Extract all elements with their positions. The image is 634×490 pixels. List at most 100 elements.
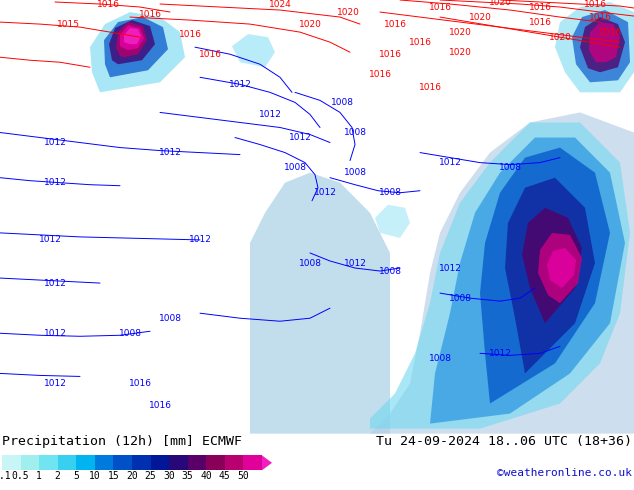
Text: 1008: 1008	[429, 354, 451, 363]
Text: 1012: 1012	[44, 279, 67, 288]
Bar	[76, 455, 95, 470]
Text: 2: 2	[55, 471, 61, 481]
Text: 20: 20	[126, 471, 138, 481]
Text: 1008: 1008	[378, 267, 401, 275]
Text: 5: 5	[74, 471, 79, 481]
Text: 1012: 1012	[39, 235, 61, 245]
Text: 1016: 1016	[408, 38, 432, 47]
Text: 1008: 1008	[344, 128, 366, 137]
Text: 1016: 1016	[378, 49, 401, 59]
Text: 1016: 1016	[96, 0, 119, 8]
Text: 1020: 1020	[469, 13, 491, 22]
Text: 1012: 1012	[259, 110, 281, 119]
Text: 1020: 1020	[449, 48, 472, 57]
Polygon shape	[555, 2, 634, 92]
Text: 0.5: 0.5	[12, 471, 29, 481]
Text: 1016: 1016	[368, 70, 392, 79]
Text: 1016: 1016	[384, 20, 406, 28]
Text: 1012: 1012	[489, 349, 512, 358]
Text: 1020: 1020	[548, 33, 571, 42]
Text: 40: 40	[200, 471, 212, 481]
Bar	[188, 455, 206, 470]
Polygon shape	[104, 17, 168, 77]
Text: 1015: 1015	[56, 20, 79, 28]
Text: 1012: 1012	[44, 379, 67, 388]
Bar	[58, 455, 76, 470]
Text: 1016: 1016	[583, 0, 607, 8]
Text: 1020: 1020	[337, 7, 359, 17]
Text: 1016: 1016	[429, 2, 451, 12]
Text: 1024: 1024	[269, 0, 292, 8]
Text: 1008: 1008	[498, 163, 522, 172]
Text: 1: 1	[36, 471, 42, 481]
Text: 1012: 1012	[314, 188, 337, 197]
Bar	[113, 455, 132, 470]
Text: 1016: 1016	[529, 2, 552, 12]
Polygon shape	[116, 22, 147, 57]
Text: 1020: 1020	[299, 20, 321, 28]
Polygon shape	[124, 28, 141, 44]
Text: 1008: 1008	[299, 259, 321, 268]
Polygon shape	[538, 233, 582, 303]
Text: 1016: 1016	[598, 27, 621, 37]
Text: 15: 15	[108, 471, 119, 481]
Text: 1016: 1016	[148, 401, 172, 410]
Bar	[95, 455, 113, 470]
Text: 30: 30	[164, 471, 175, 481]
Text: 35: 35	[182, 471, 193, 481]
Polygon shape	[232, 34, 275, 67]
Text: 1016: 1016	[138, 9, 162, 19]
Text: 1012: 1012	[439, 264, 462, 272]
Text: 1020: 1020	[489, 0, 512, 6]
Bar	[2, 455, 20, 470]
Polygon shape	[589, 22, 620, 62]
Polygon shape	[120, 25, 144, 50]
Text: 1008: 1008	[344, 168, 366, 177]
Text: 1008: 1008	[378, 188, 401, 197]
Text: 25: 25	[145, 471, 157, 481]
Polygon shape	[547, 248, 576, 288]
Text: 1016: 1016	[179, 29, 202, 39]
Text: 1012: 1012	[288, 133, 311, 142]
Text: 0.1: 0.1	[0, 471, 11, 481]
Text: 1012: 1012	[188, 235, 211, 245]
Text: 1012: 1012	[344, 259, 366, 268]
Polygon shape	[262, 455, 272, 470]
Polygon shape	[370, 112, 634, 434]
Polygon shape	[480, 147, 610, 404]
Polygon shape	[580, 17, 625, 73]
Bar	[20, 455, 39, 470]
Polygon shape	[430, 138, 625, 424]
Bar	[206, 455, 225, 470]
Text: ©weatheronline.co.uk: ©weatheronline.co.uk	[497, 468, 632, 478]
Text: 1012: 1012	[158, 148, 181, 157]
Polygon shape	[90, 12, 185, 92]
Polygon shape	[250, 172, 390, 434]
Polygon shape	[370, 122, 630, 429]
Bar	[150, 455, 169, 470]
Text: 45: 45	[219, 471, 231, 481]
Polygon shape	[375, 205, 410, 238]
Text: 1008: 1008	[448, 294, 472, 303]
Text: 10: 10	[89, 471, 101, 481]
Text: Tu 24-09-2024 18..06 UTC (18+36): Tu 24-09-2024 18..06 UTC (18+36)	[376, 435, 632, 448]
Text: 1008: 1008	[283, 163, 306, 172]
Text: 1012: 1012	[44, 329, 67, 338]
Text: Precipitation (12h) [mm] ECMWF: Precipitation (12h) [mm] ECMWF	[2, 435, 242, 448]
Text: 1016: 1016	[129, 379, 152, 388]
Polygon shape	[522, 208, 582, 323]
Text: 1016: 1016	[529, 18, 552, 26]
Polygon shape	[505, 178, 595, 373]
Bar	[243, 455, 262, 470]
Bar	[225, 455, 243, 470]
Polygon shape	[109, 20, 155, 64]
Text: 1012: 1012	[229, 80, 252, 89]
Text: 1016: 1016	[588, 13, 612, 22]
Text: 1008: 1008	[330, 98, 354, 107]
Text: 1012: 1012	[439, 158, 462, 167]
Bar	[132, 455, 150, 470]
Text: 1012: 1012	[44, 178, 67, 187]
Text: 1020: 1020	[449, 27, 472, 37]
Text: 1012: 1012	[44, 138, 67, 147]
Bar	[169, 455, 188, 470]
